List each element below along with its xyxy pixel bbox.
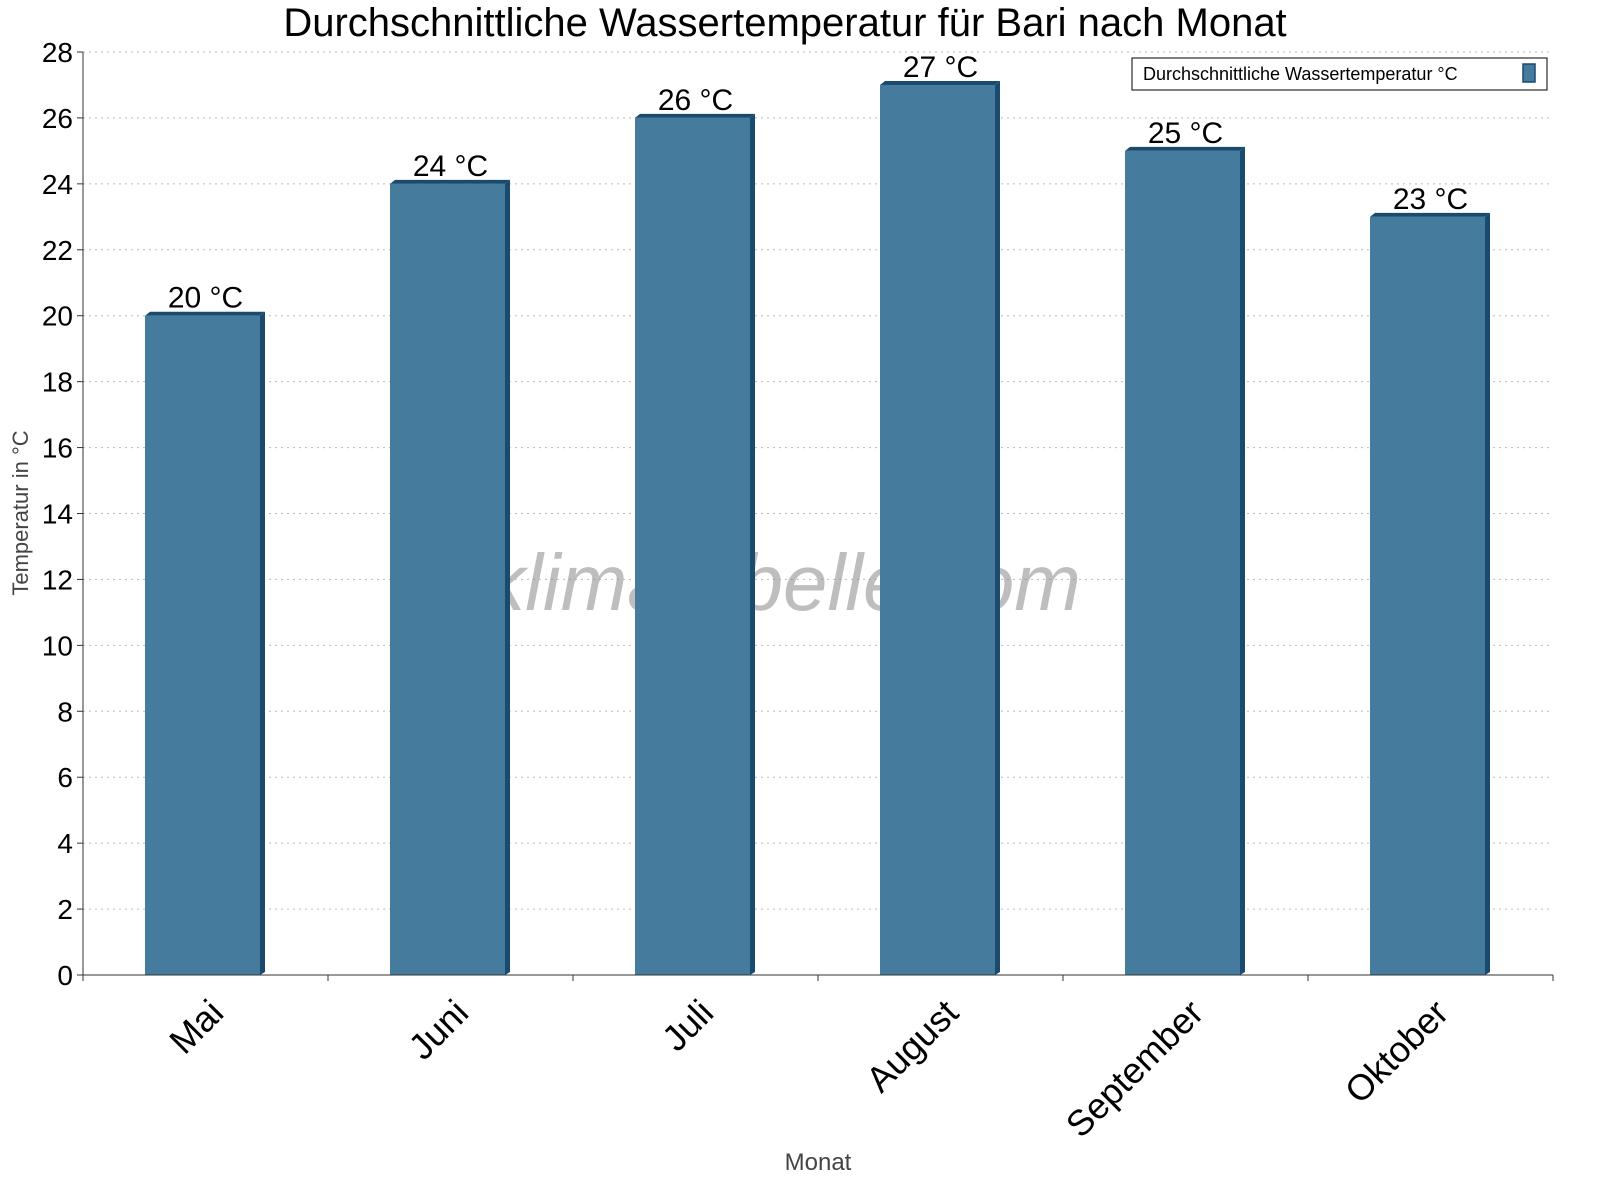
bar: [635, 117, 750, 975]
x-axis-label: Monat: [785, 1149, 852, 1176]
bar-side: [1485, 212, 1490, 976]
y-tick-label: 26: [42, 103, 73, 134]
bar: [880, 84, 995, 975]
bar-top: [1370, 212, 1490, 217]
bar-side: [505, 179, 510, 975]
bar: [145, 315, 260, 975]
bars: 20 °C 24 °C 26 °C 27 °C 25 °C 23 °C: [145, 51, 1490, 976]
bar-side: [1240, 146, 1245, 976]
y-tick-label: 0: [57, 960, 73, 991]
bar: [390, 183, 505, 975]
x-tick-label: Mai: [161, 992, 231, 1062]
x-tick-label: Oktober: [1337, 992, 1457, 1112]
y-tick-label: 4: [57, 828, 73, 859]
bar-top: [390, 179, 510, 184]
bar-top: [145, 311, 265, 316]
bar-top: [880, 80, 1000, 85]
y-tick-label: 22: [42, 235, 73, 266]
bar: [1370, 216, 1485, 976]
data-label: 23 °C: [1393, 183, 1468, 216]
data-label: 26 °C: [658, 84, 733, 117]
bar-top: [1125, 146, 1245, 151]
grid-lines: [83, 51, 1553, 910]
data-label: 25 °C: [1148, 117, 1223, 150]
y-tick-label: 18: [42, 367, 73, 398]
data-label: 20 °C: [168, 282, 243, 315]
y-tick-label: 14: [42, 499, 73, 530]
y-axis-label: Temperatur in °C: [8, 430, 33, 595]
x-tick-label: August: [858, 992, 966, 1100]
x-tick-label: Juli: [654, 992, 721, 1059]
bar-side: [750, 113, 755, 975]
bar-side: [260, 311, 265, 975]
y-tick-label: 16: [42, 433, 73, 464]
chart-title: Durchschnittliche Wassertemperatur für B…: [283, 1, 1286, 45]
legend-swatch: [1522, 63, 1536, 83]
y-tick-label: 24: [42, 169, 73, 200]
legend: Durchschnittliche Wassertemperatur °C: [1131, 57, 1548, 91]
x-tick-label: September: [1058, 992, 1212, 1146]
y-tick-label: 28: [42, 37, 73, 68]
legend-label: Durchschnittliche Wassertemperatur °C: [1143, 64, 1458, 84]
y-tick-label: 20: [42, 301, 73, 332]
y-tick-label: 6: [57, 762, 73, 793]
y-tick-label: 8: [57, 696, 73, 727]
bar-side: [995, 80, 1000, 975]
x-tick-label: Juni: [400, 992, 476, 1068]
bar-top: [635, 113, 755, 118]
data-label: 27 °C: [903, 51, 978, 84]
y-tick-label: 2: [57, 894, 73, 925]
y-tick-label: 12: [42, 564, 73, 595]
bar: [1125, 150, 1240, 976]
y-tick-label: 10: [42, 630, 73, 661]
data-label: 24 °C: [413, 150, 488, 183]
